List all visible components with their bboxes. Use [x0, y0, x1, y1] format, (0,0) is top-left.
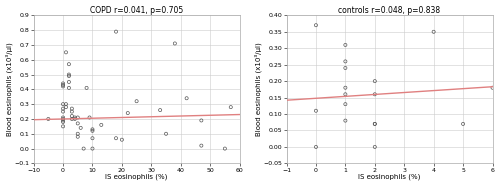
- Point: [88, 128, 96, 131]
- Point: [371, 145, 379, 148]
- Point: [124, 112, 132, 115]
- Point: [312, 24, 320, 27]
- Point: [59, 82, 67, 85]
- Point: [488, 86, 496, 89]
- Point: [156, 109, 164, 112]
- Point: [59, 125, 67, 128]
- Point: [88, 129, 96, 132]
- Point: [198, 144, 205, 147]
- Point: [342, 66, 349, 69]
- Point: [65, 75, 73, 78]
- Point: [65, 73, 73, 76]
- Point: [112, 137, 120, 140]
- Point: [59, 107, 67, 110]
- Point: [312, 109, 320, 112]
- Point: [88, 137, 96, 140]
- Point: [74, 122, 82, 125]
- Point: [342, 103, 349, 106]
- Point: [221, 147, 229, 150]
- Point: [59, 121, 67, 124]
- Point: [76, 126, 84, 129]
- X-axis label: IS eosinophils (%): IS eosinophils (%): [106, 174, 168, 180]
- Point: [68, 107, 76, 110]
- Point: [371, 93, 379, 96]
- Point: [62, 103, 70, 106]
- Point: [86, 116, 94, 119]
- Title: COPD r=0.041, p=0.705: COPD r=0.041, p=0.705: [90, 6, 183, 15]
- Point: [371, 122, 379, 125]
- Point: [71, 118, 79, 121]
- X-axis label: IS eosinophils (%): IS eosinophils (%): [358, 174, 420, 180]
- Point: [132, 100, 140, 103]
- Title: controls r=0.048, p=0.838: controls r=0.048, p=0.838: [338, 6, 440, 15]
- Point: [74, 132, 82, 135]
- Point: [430, 30, 438, 33]
- Point: [82, 86, 90, 89]
- Point: [68, 118, 76, 121]
- Point: [162, 132, 170, 135]
- Point: [227, 106, 235, 109]
- Point: [59, 84, 67, 86]
- Point: [342, 86, 349, 89]
- Point: [459, 122, 467, 125]
- Point: [198, 119, 205, 122]
- Point: [171, 42, 179, 45]
- Point: [59, 110, 67, 113]
- Point: [74, 135, 82, 138]
- Point: [68, 115, 76, 118]
- Point: [118, 138, 126, 141]
- Point: [44, 118, 52, 121]
- Point: [371, 80, 379, 83]
- Point: [342, 119, 349, 122]
- Y-axis label: Blood eosinophils (x10³/µl): Blood eosinophils (x10³/µl): [254, 42, 262, 136]
- Point: [312, 145, 320, 148]
- Point: [65, 63, 73, 66]
- Point: [98, 123, 106, 126]
- Point: [62, 51, 70, 54]
- Point: [62, 106, 70, 109]
- Point: [342, 60, 349, 63]
- Point: [112, 30, 120, 33]
- Point: [59, 119, 67, 122]
- Point: [59, 103, 67, 106]
- Point: [74, 116, 82, 119]
- Point: [65, 81, 73, 84]
- Point: [371, 122, 379, 125]
- Point: [59, 118, 67, 121]
- Point: [65, 86, 73, 89]
- Point: [59, 116, 67, 119]
- Point: [342, 44, 349, 46]
- Point: [88, 147, 96, 150]
- Point: [59, 85, 67, 88]
- Point: [68, 110, 76, 113]
- Point: [182, 97, 190, 100]
- Point: [80, 147, 88, 150]
- Point: [342, 93, 349, 96]
- Point: [71, 116, 79, 119]
- Y-axis label: Blood eosinophils (x10³/µl): Blood eosinophils (x10³/µl): [6, 42, 13, 136]
